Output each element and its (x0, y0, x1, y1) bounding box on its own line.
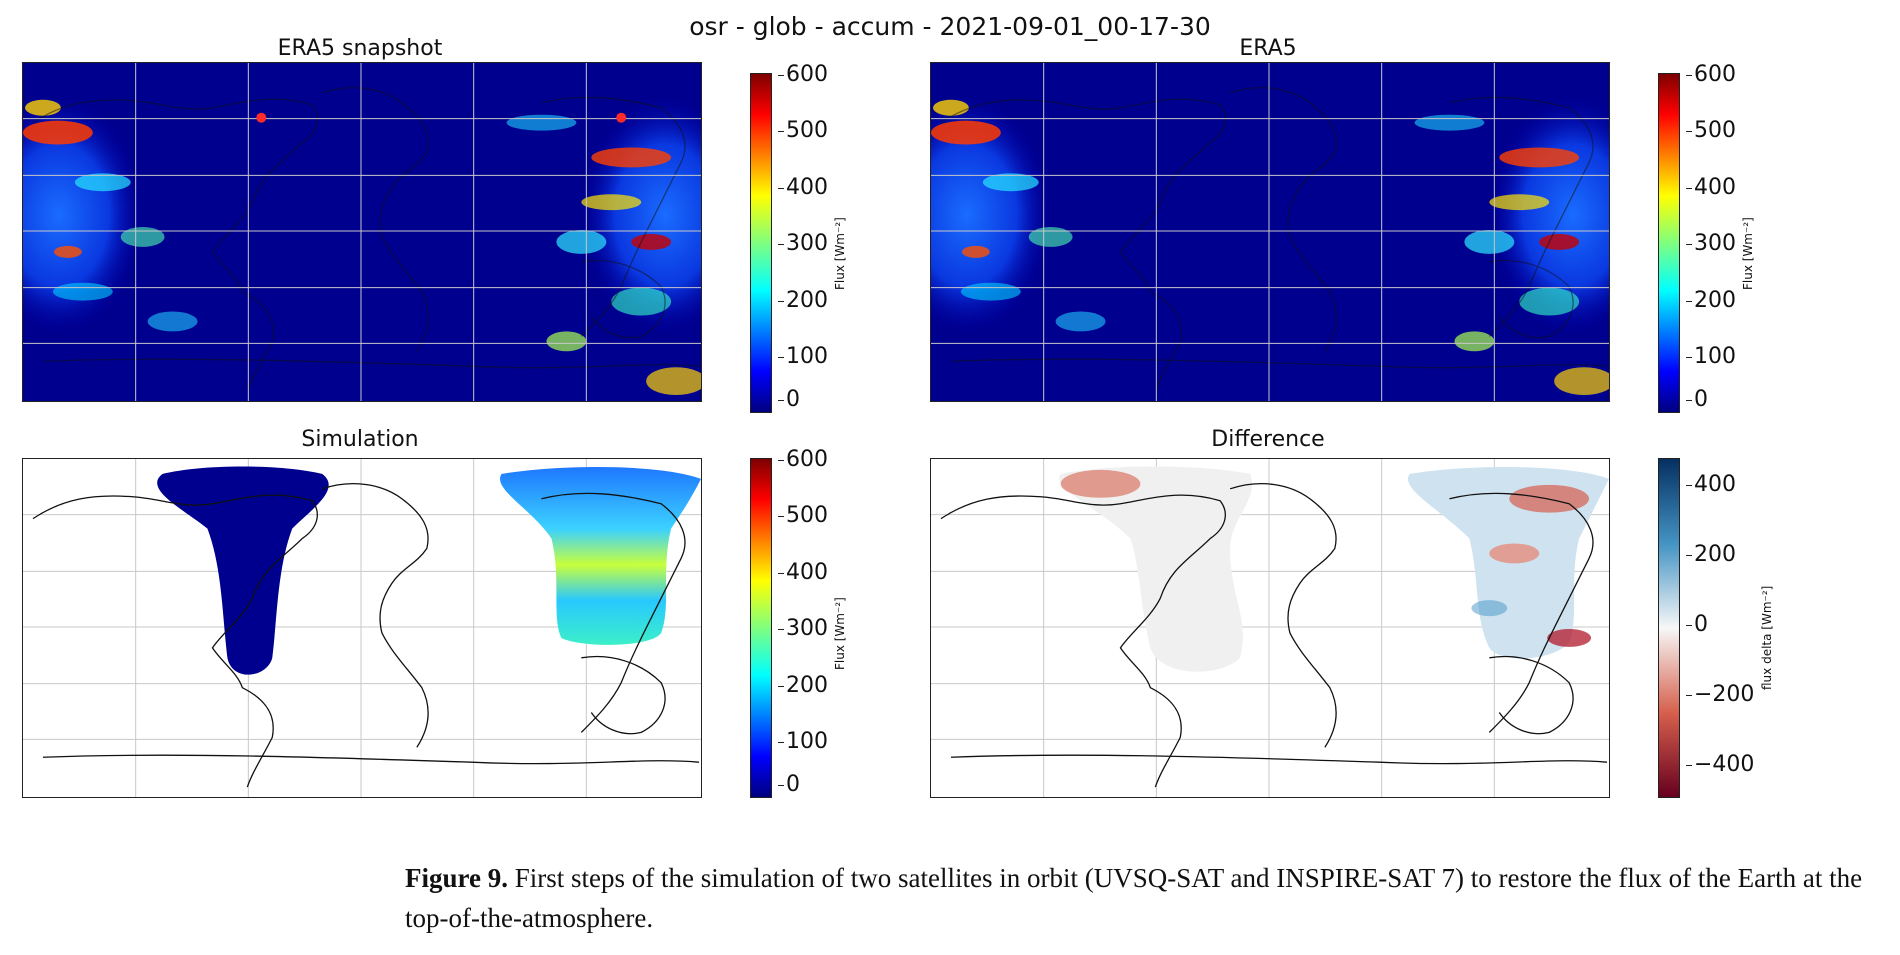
difference-swath-left (1059, 466, 1253, 672)
tick-label: 400 (778, 175, 828, 200)
map-simulation (22, 458, 702, 798)
colorbar-flux-top-left (750, 73, 772, 413)
tick-label: 300 (778, 616, 828, 641)
figure-suptitle: osr - glob - accum - 2021-09-01_00-17-30 (689, 12, 1211, 41)
colorbar-flux-top-right (1658, 73, 1680, 413)
tick-label: 100 (778, 729, 828, 754)
tick-label: 0 (1686, 387, 1708, 412)
colorbar-ticks-bottom-left: 600 500 400 300 200 100 0 (778, 447, 866, 797)
tick-label: −400 (1685, 752, 1755, 777)
tick-label: 400 (1686, 175, 1736, 200)
tick-label: 600 (778, 62, 828, 87)
figure-caption: Figure 9. First steps of the simulation … (405, 858, 1885, 938)
tick-label: 200 (778, 288, 828, 313)
colorbar-ticks-top-right: 600 500 400 300 200 100 0 (1686, 62, 1774, 412)
map-simulation-svg (23, 459, 701, 797)
tick-label: 500 (778, 118, 828, 143)
panel-title-era5: ERA5 (1239, 36, 1297, 61)
tick-label: 500 (1686, 118, 1736, 143)
tick-label: 100 (1686, 344, 1736, 369)
tick-label: 100 (778, 344, 828, 369)
tick-label: 400 (1686, 472, 1736, 497)
satellite-marker-2 (616, 112, 627, 123)
panel-title-simulation: Simulation (301, 427, 419, 452)
panel-title-era5-snapshot: ERA5 snapshot (277, 36, 443, 61)
map-era5-svg (931, 63, 1609, 401)
tick-label: −200 (1685, 682, 1755, 707)
tick-label: 600 (1686, 62, 1736, 87)
tick-label: 600 (778, 447, 828, 472)
colorbar-label: flux delta [Wm⁻²] (1760, 585, 1774, 690)
map-difference (930, 458, 1610, 798)
tick-label: 0 (778, 772, 800, 797)
tick-label: 200 (778, 673, 828, 698)
caption-label: Figure 9. (405, 863, 508, 893)
simulation-swath-dark (157, 466, 329, 675)
tick-label: 300 (778, 231, 828, 256)
colorbar-flux-bottom-left (750, 458, 772, 798)
simulation-swath-colored (500, 466, 701, 645)
tick-label: 500 (778, 503, 828, 528)
tick-label: 200 (1686, 542, 1736, 567)
panel-title-difference: Difference (1211, 427, 1325, 452)
tick-label: 0 (778, 387, 800, 412)
colorbar-label: Flux [Wm⁻²] (833, 217, 847, 290)
colorbar-ticks-top-left: 600 500 400 300 200 100 0 (778, 62, 866, 412)
map-era5-snapshot-svg (23, 63, 701, 401)
colorbar-ticks-delta: 400 200 0 −200 −400 (1685, 458, 1774, 798)
tick-label: 200 (1686, 288, 1736, 313)
map-era5-snapshot (22, 62, 702, 402)
tick-label: 300 (1686, 231, 1736, 256)
map-era5 (930, 62, 1610, 402)
satellite-marker-1 (256, 112, 267, 123)
caption-text: First steps of the simulation of two sat… (405, 863, 1863, 933)
tick-label: 400 (778, 560, 828, 585)
map-difference-svg (931, 459, 1609, 797)
colorbar-label: Flux [Wm⁻²] (1741, 217, 1755, 290)
colorbar-label: Flux [Wm⁻²] (833, 597, 847, 670)
tick-label: 0 (1686, 612, 1708, 637)
colorbar-delta (1658, 458, 1680, 798)
